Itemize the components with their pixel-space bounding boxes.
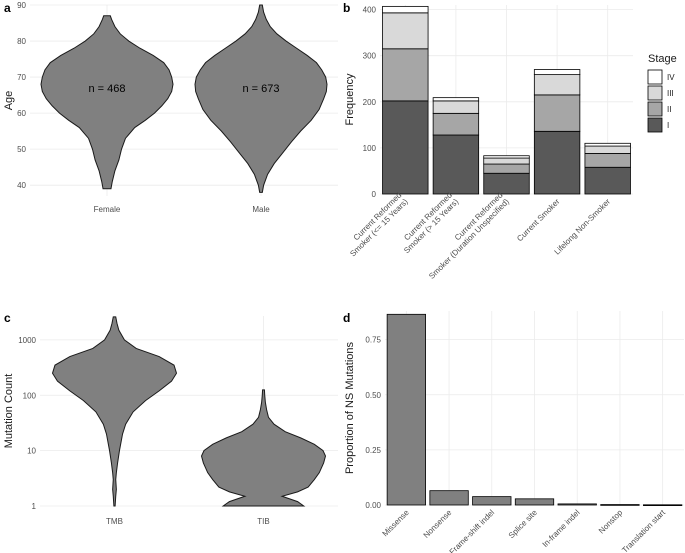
bar-b-3-stage-III	[533, 74, 581, 96]
legend-title-b: Stage	[648, 53, 677, 65]
ytick-b-300: 300	[363, 52, 377, 61]
ytick-c-10: 10	[27, 447, 36, 456]
xtick-a-1: Male	[252, 205, 270, 214]
bar-d-nonsense	[429, 490, 469, 506]
xtick-b-3: Current Smoker	[515, 197, 562, 244]
legend-label-stage-IV: IV	[667, 73, 675, 82]
xtick-b-4: Lifelong Non-Smoker	[553, 197, 613, 257]
bar-d-missense	[386, 313, 426, 506]
bar-b-2-stage-II	[483, 163, 530, 174]
legend-key-stage-II	[647, 101, 663, 117]
ylabel-a: Age	[3, 91, 15, 111]
ytick-c-100: 100	[23, 391, 37, 400]
panel-label-b: b	[343, 1, 350, 15]
ytick-a-80: 80	[17, 37, 26, 46]
bar-b-2-stage-IV	[483, 155, 530, 159]
ylabel-c: Mutation Count	[3, 374, 15, 449]
panel-d-ns-proportion-bars: 0.00 0.25 0.50 0.75 Missense NonsenseFrame-sh…	[344, 311, 684, 553]
legend-label-stage-II: II	[667, 105, 671, 114]
ytick-a-40: 40	[17, 181, 26, 190]
bar-b-1-stage-II	[432, 112, 480, 136]
xtick-c-0: TMB	[106, 517, 123, 526]
ytick-a-50: 50	[17, 145, 26, 154]
ytick-a-90: 90	[17, 1, 26, 10]
ytick-b-0: 0	[372, 190, 377, 199]
xtick-a-0: Female	[94, 205, 121, 214]
ytick-b-400: 400	[363, 6, 377, 15]
ytick-d-3: 0.75	[365, 336, 381, 345]
bar-b-3-stage-II	[533, 94, 581, 132]
bar-b-1-stage-III	[432, 100, 480, 114]
bar-b-0-stage-III	[382, 12, 429, 50]
xtick-d-2: Frame-shift indel	[448, 508, 497, 553]
ylabel-d: Proportion of NS Mutations	[344, 341, 356, 474]
violin-c-tib	[200, 389, 327, 507]
ylabel-b: Frequency	[344, 73, 356, 125]
ytick-a-70: 70	[17, 73, 26, 82]
bar-b-4-stage-I	[584, 166, 631, 195]
ytick-d-1: 0.25	[365, 446, 381, 455]
bar-d-frame-shift-indel	[472, 496, 512, 506]
legend-key-stage-IV	[647, 69, 663, 85]
bar-d-in-frame-indel	[557, 503, 597, 506]
legend-key-stage-I	[647, 117, 663, 133]
ytick-d-2: 0.50	[365, 391, 381, 400]
xtick-b-4-line-0: Lifelong Non-Smoker	[553, 197, 613, 257]
ytick-c-1000: 1000	[18, 336, 36, 345]
bar-b-0-stage-IV	[382, 5, 429, 14]
bar-b-0-stage-II	[382, 48, 429, 102]
ytick-b-100: 100	[363, 144, 377, 153]
bar-b-4-stage-II	[584, 153, 631, 168]
legend-key-stage-III	[647, 85, 663, 101]
panel-label-a: a	[4, 1, 11, 15]
bar-b-0-stage-I	[382, 100, 429, 195]
legend-label-stage-I: I	[667, 121, 669, 130]
xtick-c-1: TIB	[257, 517, 269, 526]
ytick-d-0: 0.00	[365, 501, 381, 510]
xtick-d-4: In-frame indel	[541, 508, 582, 549]
n-label-a-1: n = 673	[242, 83, 279, 95]
panel-a-age-violin: 40 50 60 70 80 90 Female n = 468 Male n = 673 Age	[3, 1, 338, 214]
bar-b-4-stage-III	[584, 145, 631, 154]
bar-b-2-stage-III	[483, 157, 530, 165]
xtick-d-1: Nonsense	[422, 508, 454, 540]
panel-c-mutation-violin: 1 10 100 1000 TMB TIB Mutation Count	[3, 316, 338, 526]
ytick-a-60: 60	[17, 109, 26, 118]
ytick-b-200: 200	[363, 98, 377, 107]
panel-label-c: c	[4, 311, 11, 325]
xtick-b-0: Current ReformedSmoker (<= 15 Years)	[342, 190, 410, 258]
bar-b-4-stage-IV	[584, 142, 631, 147]
panel-label-d: d	[343, 311, 350, 325]
bar-d-nonstop	[600, 504, 640, 506]
legend-label-stage-III: III	[667, 89, 674, 98]
bar-b-1-stage-I	[432, 134, 480, 195]
xtick-d-0: Missense	[381, 508, 412, 539]
ytick-c-1: 1	[32, 502, 37, 511]
n-label-a-0: n = 468	[88, 83, 125, 95]
violin-c-tmb	[51, 316, 178, 507]
panel-b-stage-frequency-bars: 0 100 200 300 400 Current ReformedSmoker (<= …	[342, 5, 677, 281]
xtick-b-3-line-0: Current Smoker	[515, 197, 562, 244]
xtick-d-3: Splice site	[507, 508, 540, 541]
violin-a-female	[40, 15, 174, 190]
xtick-d-6: Translation start	[620, 508, 667, 553]
bar-d-splice-site	[514, 498, 555, 506]
violin-a-male	[194, 4, 328, 193]
bar-b-1-stage-IV	[432, 97, 480, 102]
bar-d-translation-start	[643, 504, 683, 506]
bar-b-3-stage-IV	[533, 69, 581, 76]
xtick-b-0-line-1: Smoker (<= 15 Years)	[348, 197, 410, 259]
bar-b-2-stage-I	[483, 172, 530, 195]
xtick-d-5: Nonstop	[597, 508, 625, 536]
bar-b-3-stage-I	[533, 130, 581, 195]
